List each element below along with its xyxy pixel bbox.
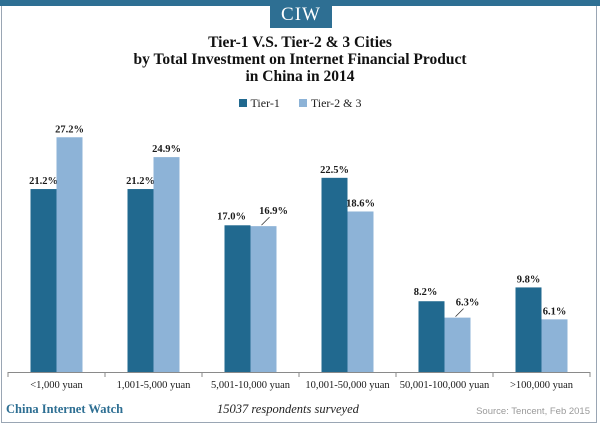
respondents-note: 15037 respondents surveyed <box>217 402 359 416</box>
legend-label-tier1: Tier-1 <box>250 96 280 110</box>
bar-tier23 <box>56 137 83 372</box>
data-label: 18.6% <box>346 198 375 209</box>
title-line-1: Tier-1 V.S. Tier-2 & 3 Cities <box>208 34 392 51</box>
data-label: 8.2% <box>414 287 438 298</box>
x-tick-label: 10,001-50,000 yuan <box>305 380 390 391</box>
brand-label: China Internet Watch <box>6 402 124 416</box>
bar-tier23 <box>153 157 180 372</box>
bar-tier23 <box>444 317 471 372</box>
source-label: Source: Tencent, Feb 2015 <box>476 406 590 417</box>
data-label: 6.3% <box>456 298 480 309</box>
data-label: 22.5% <box>320 165 349 176</box>
legend-label-tier23: Tier-2 & 3 <box>310 96 362 110</box>
x-tick-label: 5,001-10,000 yuan <box>211 380 291 391</box>
x-tick-label: 50,001-100,000 yuan <box>400 380 490 391</box>
chart-title: Tier-1 V.S. Tier-2 & 3 Cities by Total I… <box>0 34 600 85</box>
data-label: 16.9% <box>259 206 288 217</box>
x-tick-label: <1,000 yuan <box>30 380 83 391</box>
data-label: 17.0% <box>217 211 246 222</box>
data-label-leader <box>455 308 464 317</box>
ciw-logo: CIW <box>270 2 332 28</box>
bar-tier1 <box>418 301 445 372</box>
legend-swatch-tier23 <box>298 99 307 107</box>
data-label: 27.2% <box>55 124 84 135</box>
data-label: 21.2% <box>29 176 58 187</box>
bar-tier23 <box>250 226 277 372</box>
legend-swatch-tier1 <box>238 99 247 107</box>
legend-item-tier23: Tier-2 & 3 <box>298 96 362 111</box>
title-line-2: by Total Investment on Internet Financia… <box>133 51 467 68</box>
bar-tier1 <box>321 177 348 372</box>
data-label: 21.2% <box>126 176 155 187</box>
legend: Tier-1 Tier-2 & 3 <box>0 96 600 111</box>
bar-tier1 <box>30 189 57 372</box>
bar-tier1 <box>224 225 251 372</box>
data-label: 24.9% <box>152 144 181 155</box>
x-tick-label: 1,001-5,000 yuan <box>117 380 192 391</box>
x-tick-label: >100,000 yuan <box>510 380 574 391</box>
bar-tier1 <box>127 189 154 372</box>
bar-tier1 <box>515 287 542 372</box>
legend-item-tier1: Tier-1 <box>238 96 280 111</box>
bar-tier23 <box>347 211 374 372</box>
data-label: 9.8% <box>517 274 541 285</box>
bar-tier23 <box>541 319 568 372</box>
data-label-leader <box>261 216 270 226</box>
data-label: 6.1% <box>543 306 567 317</box>
title-line-3: in China in 2014 <box>245 68 355 85</box>
